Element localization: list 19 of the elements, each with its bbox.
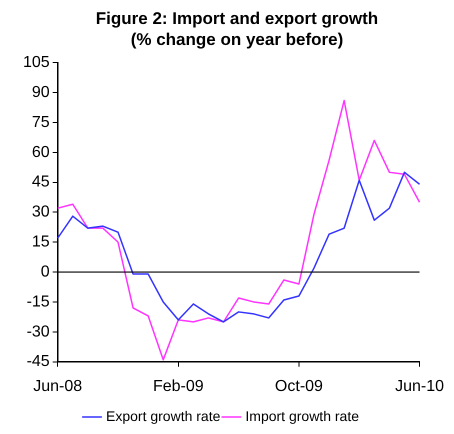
y-tick-label: -45 bbox=[26, 353, 50, 370]
y-tick-label: 15 bbox=[32, 234, 50, 251]
x-tick-label: Jun-10 bbox=[395, 378, 444, 395]
y-tick-label: 105 bbox=[22, 54, 50, 72]
y-tick-label: 30 bbox=[32, 204, 50, 221]
x-tick-label: Feb-09 bbox=[152, 378, 204, 395]
y-tick-label: 45 bbox=[32, 174, 50, 191]
y-tick-label: -15 bbox=[26, 293, 50, 310]
y-tick-label: 90 bbox=[32, 84, 50, 101]
chart-subtitle: (% change on year before) bbox=[130, 29, 344, 50]
y-tick-label: -30 bbox=[26, 323, 50, 340]
y-tick-label: 75 bbox=[32, 114, 50, 131]
y-tick-label: 60 bbox=[32, 144, 50, 161]
y-tick-label: 0 bbox=[40, 263, 50, 280]
x-tick-label: Jun-08 bbox=[33, 378, 82, 395]
x-tick-label: Oct-09 bbox=[274, 378, 324, 395]
chart-title: Figure 2: Import and export growth bbox=[94, 8, 380, 29]
legend-label: Export growth rate bbox=[106, 408, 221, 424]
legend-label: Import growth rate bbox=[245, 408, 360, 424]
